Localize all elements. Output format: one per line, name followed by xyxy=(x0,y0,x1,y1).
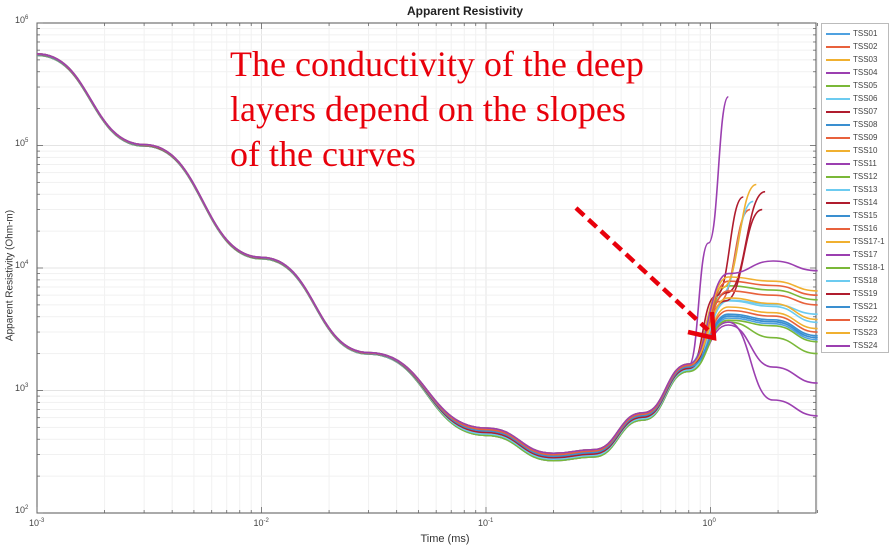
axis-ticks xyxy=(36,22,819,514)
legend-label: TSS11 xyxy=(853,159,877,168)
legend-label: TSS06 xyxy=(853,94,878,103)
legend-label: TSS04 xyxy=(853,68,878,77)
legend-item[interactable]: TSS21 xyxy=(826,300,877,313)
legend-label: TSS17 xyxy=(853,250,878,259)
legend-label: TSS21 xyxy=(853,302,878,311)
legend-line-icon xyxy=(826,58,850,61)
legend-item[interactable]: TSS13 xyxy=(826,183,877,196)
legend-line-icon xyxy=(826,188,850,191)
chart-title: Apparent Resistivity xyxy=(406,4,524,18)
annotation-line-1: The conductivity of the deep xyxy=(230,44,644,84)
legend-item[interactable]: TSS11 xyxy=(826,157,877,170)
legend[interactable]: TSS01 TSS02 TSS03 TSS04 TSS05 TSS06 TSS07 TSS08… xyxy=(821,23,889,353)
y-tick-label: 104 xyxy=(15,260,29,270)
annotation-line-3: of the curves xyxy=(230,134,416,174)
legend-line-icon xyxy=(826,318,850,321)
legend-item[interactable]: TSS15 xyxy=(826,209,877,222)
legend-item[interactable]: TSS02 xyxy=(826,40,877,53)
legend-item[interactable]: TSS07 xyxy=(826,105,877,118)
legend-item[interactable]: TSS06 xyxy=(826,92,877,105)
legend-line-icon xyxy=(826,331,850,334)
legend-label: TSS17-1 xyxy=(853,237,885,246)
legend-item[interactable]: TSS10 xyxy=(826,144,877,157)
legend-item[interactable]: TSS12 xyxy=(826,170,877,183)
legend-label: TSS23 xyxy=(853,328,878,337)
legend-label: TSS02 xyxy=(853,42,878,51)
annotation-arrow xyxy=(574,206,717,341)
legend-label: TSS19 xyxy=(853,289,878,298)
legend-line-icon xyxy=(826,97,850,100)
legend-item[interactable]: TSS24 xyxy=(826,339,877,352)
legend-label: TSS15 xyxy=(853,211,878,220)
legend-item[interactable]: TSS04 xyxy=(826,66,877,79)
legend-label: TSS24 xyxy=(853,341,878,350)
legend-line-icon xyxy=(826,45,850,48)
legend-item[interactable]: TSS19 xyxy=(826,287,877,300)
x-tick-label: 10-2 xyxy=(253,518,269,528)
legend-item[interactable]: TSS17-1 xyxy=(826,235,885,248)
x-axis-label: Time (ms) xyxy=(420,533,470,545)
curve-tss24 xyxy=(36,53,818,455)
legend-label: TSS08 xyxy=(853,120,878,129)
legend-item[interactable]: TSS23 xyxy=(826,326,877,339)
legend-line-icon xyxy=(826,71,850,74)
legend-line-icon xyxy=(826,227,850,230)
y-tick-label: 103 xyxy=(15,382,29,393)
x-tick-label: 100 xyxy=(702,518,716,528)
legend-item[interactable]: TSS16 xyxy=(826,222,877,235)
y-axis-label: Apparent Resistivity (Ohm-m) xyxy=(4,209,16,342)
legend-line-icon xyxy=(826,292,850,295)
legend-line-icon xyxy=(826,136,850,139)
legend-line-icon xyxy=(826,110,850,113)
legend-item[interactable]: TSS08 xyxy=(826,118,877,131)
legend-item[interactable]: TSS05 xyxy=(826,79,877,92)
legend-label: TSS14 xyxy=(853,198,878,207)
legend-line-icon xyxy=(826,175,850,178)
legend-label: TSS18-1 xyxy=(853,263,885,272)
legend-line-icon xyxy=(826,344,850,347)
legend-label: TSS22 xyxy=(853,315,878,324)
x-tick-label: 10-1 xyxy=(478,518,494,528)
legend-line-icon xyxy=(826,201,850,204)
legend-line-icon xyxy=(826,32,850,35)
y-tick-label: 106 xyxy=(15,15,29,25)
legend-line-icon xyxy=(826,266,850,269)
legend-label: TSS05 xyxy=(853,81,878,90)
grid-lines xyxy=(36,22,819,514)
y-tick-label: 102 xyxy=(15,505,29,515)
legend-item[interactable]: TSS01 xyxy=(826,27,877,40)
legend-label: TSS01 xyxy=(853,29,878,38)
legend-item[interactable]: TSS03 xyxy=(826,53,877,66)
annotation-line-2: layers depend on the slopes xyxy=(230,89,626,129)
legend-line-icon xyxy=(826,253,850,256)
y-tick-label: 105 xyxy=(15,137,29,148)
legend-item[interactable]: TSS22 xyxy=(826,313,877,326)
legend-line-icon xyxy=(826,123,850,126)
legend-line-icon xyxy=(826,305,850,308)
legend-item[interactable]: TSS18 xyxy=(826,274,877,287)
legend-label: TSS03 xyxy=(853,55,878,64)
x-tick-label: 10-3 xyxy=(29,518,45,528)
legend-line-icon xyxy=(826,84,850,87)
annotation-text: The conductivity of the deep layers depe… xyxy=(230,42,700,177)
legend-label: TSS16 xyxy=(853,224,878,233)
legend-line-icon xyxy=(826,279,850,282)
legend-label: TSS13 xyxy=(853,185,878,194)
legend-line-icon xyxy=(826,214,850,217)
legend-label: TSS12 xyxy=(853,172,878,181)
legend-label: TSS07 xyxy=(853,107,878,116)
legend-item[interactable]: TSS09 xyxy=(826,131,877,144)
legend-item[interactable]: TSS14 xyxy=(826,196,877,209)
legend-item[interactable]: TSS18-1 xyxy=(826,261,885,274)
legend-label: TSS10 xyxy=(853,146,878,155)
legend-label: TSS18 xyxy=(853,276,878,285)
legend-line-icon xyxy=(826,240,850,243)
legend-label: TSS09 xyxy=(853,133,878,142)
legend-line-icon xyxy=(826,162,850,165)
legend-line-icon xyxy=(826,149,850,152)
legend-item[interactable]: TSS17 xyxy=(826,248,877,261)
